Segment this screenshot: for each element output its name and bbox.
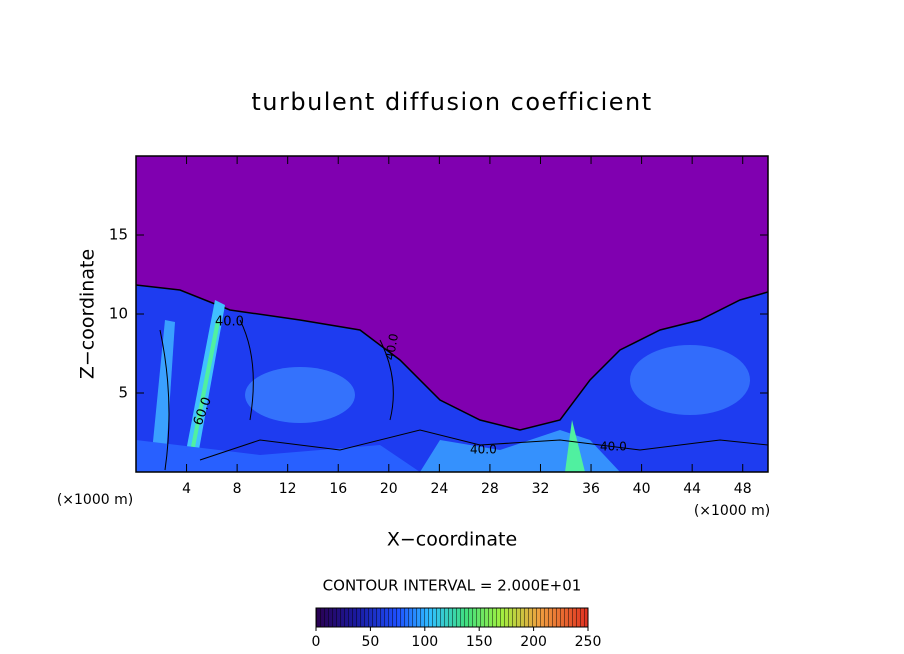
- blue-region: [136, 285, 768, 472]
- x-tick-label: 16: [329, 481, 347, 497]
- y-tick-label: 5: [118, 384, 128, 402]
- chart-title: turbulent diffusion coefficient: [251, 88, 652, 116]
- y-axis-label: Z−coordinate: [77, 249, 99, 379]
- contour-label: 40.0: [383, 332, 401, 361]
- contour-label: 40.0: [215, 315, 244, 330]
- contour-line: [159, 319, 394, 471]
- field: [136, 156, 768, 472]
- x-tick-label: 12: [279, 481, 297, 497]
- x-tick-label: 32: [532, 481, 550, 497]
- colorbar-tick-label: 100: [411, 634, 438, 650]
- x-tick-label: 4: [182, 481, 191, 497]
- x-unit: (×1000 m): [694, 503, 770, 519]
- contour-label: 40.0: [600, 440, 627, 454]
- colorbar-stripes: [316, 608, 588, 627]
- x-tick-label: 44: [683, 481, 701, 497]
- x-tick-label: 8: [233, 481, 242, 497]
- colorbar-tick-label: 150: [466, 634, 493, 650]
- cyan-streak: [150, 320, 175, 472]
- x-tick-label: 40: [633, 481, 651, 497]
- colorbar-tick-label: 0: [312, 634, 321, 650]
- x-axis-label: X−coordinate: [387, 529, 517, 551]
- x-unit: (×1000 m): [57, 492, 133, 508]
- green-streak: [565, 420, 585, 472]
- x-tick-label: 28: [481, 481, 499, 497]
- green-streak: [186, 320, 220, 472]
- contour-interval: CONTOUR INTERVAL = 2.000E+01: [323, 577, 582, 595]
- light-region: [245, 367, 355, 423]
- x-tick-label: 36: [582, 481, 600, 497]
- colorbar-tick-label: 200: [520, 634, 547, 650]
- x-tick-label: 48: [734, 481, 752, 497]
- colorbar-frame: [315, 607, 589, 628]
- light-region: [630, 345, 750, 415]
- y-tick-label: 15: [109, 226, 128, 244]
- x-tick-label: 20: [380, 481, 398, 497]
- contour-line: [136, 284, 768, 431]
- colorbar-tick-label: 250: [575, 634, 602, 650]
- contour-label: 40.0: [470, 443, 497, 457]
- x-tick-label: 24: [430, 481, 448, 497]
- contour-line: [199, 429, 768, 461]
- y-tick-label: 10: [109, 305, 128, 323]
- colorbar-tick-label: 50: [361, 634, 379, 650]
